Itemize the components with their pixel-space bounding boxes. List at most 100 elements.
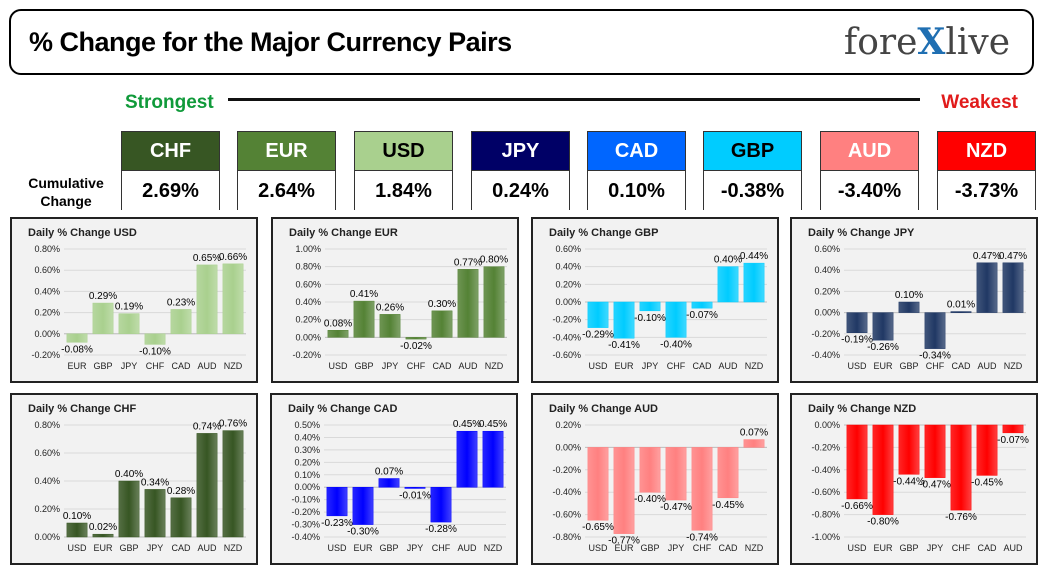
data-label: 0.40% [714, 255, 742, 266]
x-tick-label: USD [327, 543, 347, 553]
x-tick-label: CAD [171, 543, 191, 553]
bar [587, 447, 609, 521]
x-tick-label: JPY [147, 543, 164, 553]
bar [898, 424, 920, 475]
y-tick-label: -0.30% [291, 520, 320, 530]
bar [743, 262, 765, 303]
bar-chart: Daily % Change GBP -0.60% -0.40% -0.20% 0.00… [549, 227, 768, 371]
x-tick-label: EUR [353, 543, 373, 553]
data-label: -0.02% [400, 341, 432, 352]
data-label: -0.26% [867, 342, 899, 353]
x-tick-label: JPY [642, 361, 659, 371]
bar [118, 480, 140, 538]
data-label: -0.10% [634, 313, 666, 324]
bar [482, 430, 504, 488]
x-tick-label: JPY [121, 361, 138, 371]
cumulative-change-value: -3.40% [821, 171, 918, 211]
x-tick-label: AUD [977, 361, 997, 371]
data-label: -0.28% [425, 524, 457, 535]
data-label: 0.07% [740, 428, 768, 439]
bar [639, 447, 661, 493]
chart-title: Daily % Change EUR [289, 227, 398, 239]
bar [327, 330, 349, 338]
chart-panel-7: Daily % Change AUD -0.80% -0.60% -0.40% -0.2… [531, 393, 779, 565]
y-tick-label: -0.40% [552, 332, 581, 342]
data-label: -0.30% [347, 527, 379, 538]
y-tick-label: -0.20% [811, 442, 840, 452]
bar [196, 433, 218, 538]
bar [66, 522, 88, 538]
data-label: -0.47% [919, 480, 951, 491]
bar [950, 424, 972, 511]
bar [639, 301, 661, 312]
data-label: -0.34% [919, 351, 951, 362]
bar [431, 310, 453, 338]
x-tick-label: AUD [1003, 543, 1023, 553]
bar-chart: Daily % Change CAD -0.40% -0.30% -0.20% -0.1… [288, 403, 507, 553]
data-label: 0.41% [350, 289, 378, 300]
x-tick-label: CAD [432, 361, 452, 371]
y-tick-label: -0.40% [811, 350, 840, 360]
x-tick-label: NZD [485, 361, 504, 371]
data-label: 0.76% [219, 419, 247, 430]
bar [66, 333, 88, 343]
y-tick-label: -0.60% [552, 350, 581, 360]
data-label: 0.30% [428, 299, 456, 310]
x-tick-label: JPY [382, 361, 399, 371]
y-tick-label: 0.00% [555, 297, 581, 307]
bar [222, 263, 244, 335]
bar [691, 301, 713, 309]
data-label: -0.45% [712, 500, 744, 511]
bar [613, 447, 635, 534]
y-tick-label: 0.00% [295, 332, 321, 342]
data-label: -0.01% [399, 490, 431, 501]
logo-text-right: live [945, 22, 1010, 63]
y-tick-label: 0.60% [814, 244, 840, 254]
y-tick-label: 0.00% [34, 329, 60, 339]
chart-panel-1: Daily % Change USD -0.20% 0.00% 0.20% 0.40% 0… [10, 217, 258, 383]
currency-box-usd: USD 1.84% [354, 131, 453, 211]
y-tick-label: -0.20% [552, 315, 581, 325]
bar [144, 489, 166, 538]
y-tick-label: 0.40% [34, 476, 60, 486]
data-label: -0.07% [686, 310, 718, 321]
currency-code: CAD [588, 132, 685, 171]
bar [691, 447, 713, 531]
x-tick-label: NZD [745, 361, 764, 371]
x-tick-label: CAD [977, 543, 997, 553]
data-label: -0.23% [321, 518, 353, 529]
data-label: -0.40% [634, 494, 666, 505]
data-label: 0.77% [454, 257, 482, 268]
data-label: 0.10% [895, 290, 923, 301]
x-tick-label: AUD [197, 361, 217, 371]
data-label: -0.08% [61, 344, 93, 355]
currency-box-eur: EUR 2.64% [237, 131, 336, 211]
y-tick-label: 0.00% [34, 532, 60, 542]
data-label: -0.45% [971, 477, 1003, 488]
data-label: 0.47% [999, 251, 1027, 262]
x-tick-label: GBP [899, 543, 918, 553]
y-tick-label: 0.20% [555, 279, 581, 289]
y-tick-label: 0.60% [555, 244, 581, 254]
bar [196, 264, 218, 335]
x-tick-label: EUR [614, 361, 634, 371]
bar [717, 266, 739, 303]
data-label: 0.26% [376, 302, 404, 313]
bar-chart: Daily % Change EUR -0.20% 0.00% 0.20% 0.40% 0… [289, 227, 508, 371]
x-tick-label: NZD [484, 543, 503, 553]
currency-code: EUR [238, 132, 335, 171]
cumulative-label-line2: Change [40, 193, 92, 209]
bar [118, 313, 140, 335]
y-tick-label: -0.10% [291, 495, 320, 505]
bar [483, 266, 505, 338]
data-label: -0.44% [893, 476, 925, 487]
data-label: 0.66% [219, 252, 247, 263]
bar [976, 424, 998, 476]
chart-title: Daily % Change CHF [28, 403, 136, 415]
x-tick-label: EUR [873, 361, 893, 371]
bar [613, 301, 635, 339]
y-tick-label: 0.80% [34, 244, 60, 254]
data-label: -0.47% [660, 502, 692, 513]
chart-panel-3: Daily % Change GBP -0.60% -0.40% -0.20% 0.00… [531, 217, 779, 383]
x-tick-label: CHF [667, 361, 686, 371]
